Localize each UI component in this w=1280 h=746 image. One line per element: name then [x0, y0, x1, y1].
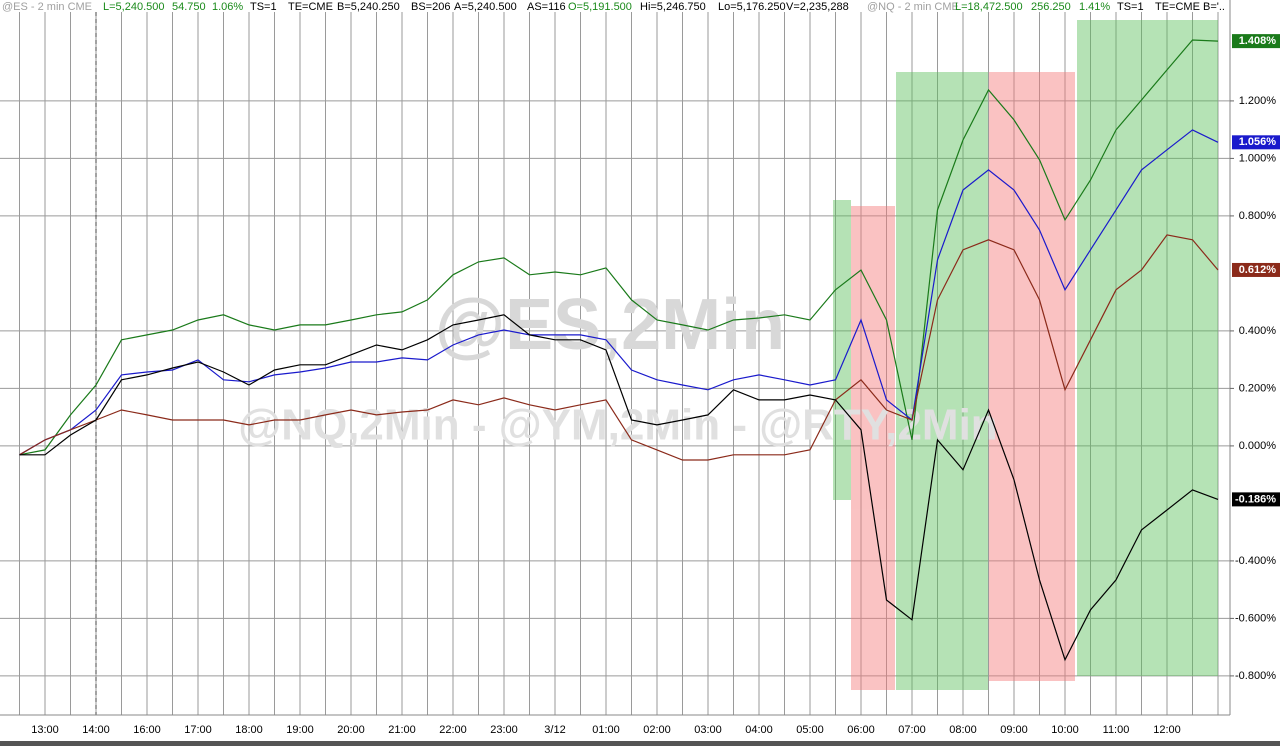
header-field: O=5,191.500	[568, 1, 632, 13]
header-field: B=5,240.250	[337, 1, 400, 13]
last-value-label: 1.056%	[1239, 136, 1277, 148]
header-field: L=18,472.500	[955, 1, 1023, 13]
down-region	[851, 206, 895, 690]
y-tick-label: 0.800%	[1239, 210, 1277, 222]
x-tick-label: 05:00	[796, 724, 824, 736]
y-tick-label: 1.000%	[1239, 152, 1277, 164]
header-field: 1.41%	[1079, 1, 1110, 13]
watermark: @ES,2Min	[435, 285, 785, 365]
last-value-badge	[1232, 262, 1280, 277]
last-value-label: 1.408%	[1239, 35, 1277, 47]
header-field: L=5,240.500	[103, 1, 164, 13]
header-field: AS=116	[527, 1, 566, 13]
y-tick-label: -0.600%	[1235, 612, 1276, 624]
header-field: @NQ - 2 min CME	[867, 1, 959, 13]
x-tick-label: 01:00	[592, 724, 620, 736]
series-line	[19, 39, 1219, 456]
up-region	[833, 200, 851, 500]
y-tick-label: 0.200%	[1239, 382, 1277, 394]
watermark: @NQ,2Min - @YM,2Min - @RTY,2Min	[238, 401, 997, 450]
header-field: 1.06%	[212, 1, 243, 13]
bottom-bar	[0, 741, 1280, 746]
up-region	[1077, 20, 1218, 676]
lines	[19, 39, 1219, 662]
header-field: Hi=5,246.750	[640, 1, 706, 13]
header-field: TE=CME	[1155, 1, 1200, 13]
x-tick-label: 07:00	[898, 724, 926, 736]
down-region	[989, 72, 1075, 681]
x-tick-label: 19:00	[286, 724, 314, 736]
x-tick-label: 12:00	[1153, 724, 1181, 736]
header-field: TS=1	[250, 1, 277, 13]
last-value-label: -0.186%	[1235, 493, 1276, 505]
header-field: TE=CME	[288, 1, 333, 13]
series-line	[19, 129, 1219, 456]
last-value-badge	[1232, 34, 1280, 49]
series-line	[19, 234, 1219, 461]
last-value-label: 0.612%	[1239, 264, 1277, 276]
y-tick-label: 0.400%	[1239, 325, 1277, 337]
header-field: Lo=5,176.250	[718, 1, 786, 13]
x-tick-label: 17:00	[184, 724, 212, 736]
header-field: 256.250	[1031, 1, 1071, 13]
x-tick-label: 14:00	[82, 724, 110, 736]
x-tick-label: 22:00	[439, 724, 467, 736]
x-tick-label: 23:00	[490, 724, 518, 736]
x-tick-label: 08:00	[949, 724, 977, 736]
y-tick-label: -0.400%	[1235, 555, 1276, 567]
x-tick-label: 16:00	[133, 724, 161, 736]
x-tick-label: 20:00	[337, 724, 365, 736]
header-field: A=5,240.500	[454, 1, 517, 13]
series-line	[19, 314, 1219, 662]
last-value-badge	[1232, 492, 1280, 507]
x-tick-label: 11:00	[1103, 724, 1130, 736]
x-tick-label: 3/12	[544, 724, 565, 736]
y-tick-label: -0.800%	[1235, 670, 1276, 682]
header-field: V=2,235,288	[786, 1, 849, 13]
header-field: B='..	[1203, 1, 1225, 13]
x-tick-label: 10:00	[1051, 724, 1079, 736]
up-region	[896, 72, 988, 690]
x-tick-label: 02:00	[643, 724, 671, 736]
y-tick-label: 0.000%	[1239, 440, 1277, 452]
header-field: TS=1	[1117, 1, 1144, 13]
x-tick-label: 03:00	[694, 724, 722, 736]
last-value-badge	[1232, 135, 1280, 150]
x-tick-label: 09:00	[1000, 724, 1028, 736]
y-tick-label: 1.200%	[1239, 95, 1277, 107]
x-tick-label: 13:00	[31, 724, 59, 736]
x-tick-label: 04:00	[745, 724, 773, 736]
header-field: 54.750	[172, 1, 206, 13]
x-tick-label: 18:00	[235, 724, 263, 736]
x-tick-label: 06:00	[847, 724, 875, 736]
header-field: BS=206	[411, 1, 450, 13]
x-tick-label: 21:00	[388, 724, 416, 736]
header-field: @ES - 2 min CME	[2, 1, 92, 13]
